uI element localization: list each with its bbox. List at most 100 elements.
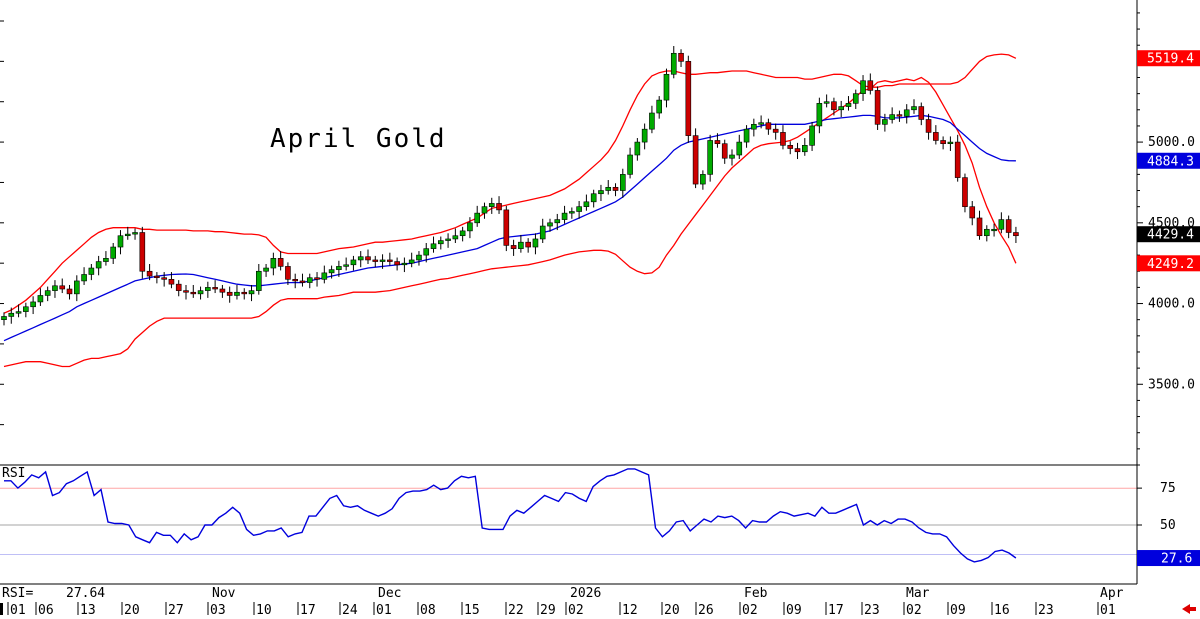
lower-band-line: [3, 76, 1017, 368]
candle: [161, 272, 167, 287]
candle: [255, 263, 262, 295]
price-tag: 4249.2: [1137, 255, 1200, 272]
candle: [634, 138, 641, 161]
candle: [219, 284, 226, 298]
candle: [343, 257, 349, 271]
rsi-tag-label: 27.6: [1161, 552, 1192, 567]
candle: [882, 113, 888, 132]
candle: [154, 272, 160, 284]
candle: [816, 97, 823, 134]
candle: [459, 226, 466, 242]
candle: [394, 257, 400, 271]
candle: [605, 180, 612, 195]
candle: [481, 202, 488, 219]
chart-title: April Gold: [270, 124, 447, 154]
candle: [547, 218, 553, 232]
candle: [809, 121, 815, 151]
rsi-levels: 75 50: [0, 481, 1176, 555]
candle: [838, 100, 845, 118]
candle: [707, 134, 713, 182]
price-tick-label: 4000.0: [1148, 297, 1195, 312]
candle: [845, 96, 852, 111]
candle: [925, 113, 932, 140]
candle: [132, 228, 138, 240]
candle: [197, 286, 204, 300]
day-label: 15: [464, 603, 480, 618]
day-label: 01: [376, 603, 392, 618]
rsi-level-label: 75: [1160, 481, 1176, 496]
price-tick-label: 3500.0: [1148, 377, 1195, 392]
month-label: Dec: [378, 586, 401, 601]
candle: [357, 251, 364, 268]
candle: [933, 125, 939, 145]
candle: [88, 263, 95, 281]
candle: [248, 284, 255, 302]
candle: [146, 263, 153, 281]
candle: [328, 265, 335, 279]
candle: [539, 218, 546, 243]
candle: [983, 225, 990, 242]
price-gridlines: [0, 20, 4, 466]
candle: [896, 110, 903, 122]
candle: [372, 255, 379, 268]
candle: [350, 255, 357, 271]
candle: [831, 97, 837, 116]
candle: [183, 284, 189, 300]
candle: [780, 125, 786, 150]
candle: [751, 118, 757, 137]
candle: [1013, 226, 1019, 243]
svg-text:4249.2: 4249.2: [1147, 257, 1194, 272]
candle: [874, 86, 881, 130]
day-label: 20: [664, 603, 680, 618]
candle: [175, 280, 182, 297]
candle: [23, 302, 29, 318]
month-label: Nov: [212, 586, 236, 601]
day-label: 10: [256, 603, 272, 618]
upper-band-line: [3, 53, 1017, 314]
candle: [270, 252, 277, 276]
candle: [430, 236, 437, 253]
candle: [314, 272, 320, 287]
price-tag: 4884.3: [1137, 152, 1200, 169]
candle: [867, 73, 874, 95]
candle: [641, 123, 648, 150]
day-label: 02: [906, 603, 922, 618]
candle: [445, 233, 451, 248]
day-label: 27: [168, 603, 184, 618]
day-label: 09: [786, 603, 802, 618]
candle: [554, 213, 561, 231]
day-label: 01: [1100, 603, 1116, 618]
day-label: 02: [742, 603, 758, 618]
candle: [765, 118, 772, 135]
candle: [59, 278, 66, 294]
candle: [823, 94, 830, 108]
candle: [598, 184, 604, 202]
rsi-readout-label: RSI=: [2, 586, 33, 601]
candle: [576, 201, 582, 219]
candle: [44, 286, 51, 302]
candle: [852, 89, 859, 109]
day-label: 02: [568, 603, 584, 618]
candle: [525, 238, 531, 253]
svg-text:4429.4: 4429.4: [1147, 228, 1194, 243]
candle: [401, 257, 408, 273]
day-label: 12: [622, 603, 638, 618]
candle: [736, 134, 743, 160]
scroll-left-arrow-icon[interactable]: [1182, 604, 1196, 614]
candle: [117, 230, 124, 255]
candle: [212, 280, 218, 294]
candle: [496, 196, 502, 214]
candle: [321, 265, 328, 284]
month-label: Apr: [1100, 586, 1124, 601]
candle: [387, 252, 393, 266]
day-label: 22: [508, 603, 524, 618]
candle: [336, 260, 342, 277]
rsi-value-tag: 27.6: [1137, 550, 1200, 567]
candle: [918, 102, 925, 126]
candle: [416, 251, 422, 266]
candle: [758, 115, 764, 129]
rsi-panel-label: RSI: [2, 466, 25, 481]
day-label: 24: [342, 603, 358, 618]
